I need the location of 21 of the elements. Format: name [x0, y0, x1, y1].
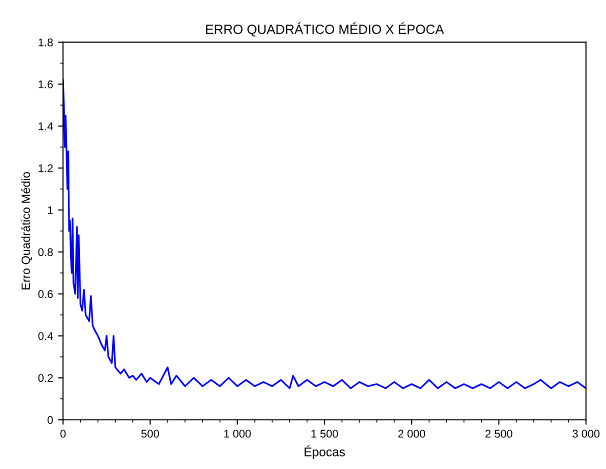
line-series — [63, 79, 586, 390]
x-tick-label: 1 500 — [311, 430, 338, 438]
y-tick-label: 0.8 — [38, 248, 53, 256]
x-tick-label: 3 000 — [572, 430, 600, 438]
x-axis-title: Épocas — [304, 445, 345, 459]
x-tick-label: 500 — [141, 430, 160, 438]
y-tick-label: 1.8 — [38, 38, 53, 46]
y-tick-label: 1 — [48, 206, 53, 214]
x-tick-label: 2 500 — [485, 430, 512, 438]
x-tick-label: 1 000 — [224, 430, 251, 438]
y-tick-label: 1.2 — [38, 164, 53, 172]
y-tick-label: 1.6 — [38, 80, 53, 88]
y-tick-label: 0.4 — [38, 332, 53, 340]
y-tick-label: 0.2 — [38, 374, 53, 382]
y-axis-title: Erro Quadrático Médio — [21, 172, 32, 290]
chart-title: ERRO QUADRÁTICO MÉDIO X ÉPOCA — [206, 22, 444, 36]
y-tick-label: 0.6 — [38, 290, 53, 298]
x-tick-label: 0 — [60, 430, 66, 438]
y-tick-label: 0 — [48, 416, 53, 424]
y-tick-label: 1.4 — [38, 122, 53, 130]
x-tick-label: 2 000 — [398, 430, 426, 438]
